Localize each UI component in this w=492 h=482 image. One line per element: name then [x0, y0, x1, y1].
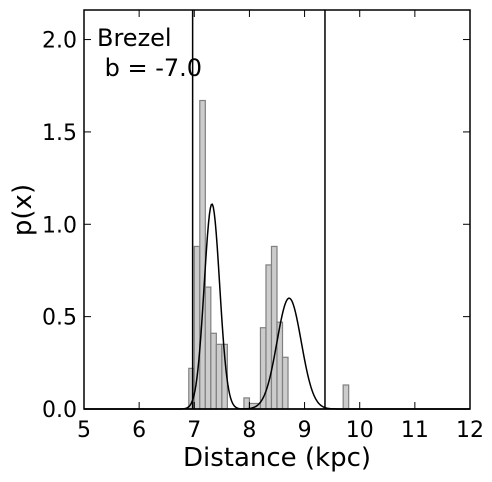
histogram-bar-2 [199, 99, 206, 410]
x-axis-label: Distance (kpc) [183, 443, 371, 473]
plot-frame [83, 9, 471, 410]
x-tick-label-7: 12 [456, 418, 484, 443]
y-tick-label-3: 1.5 [42, 121, 77, 146]
histogram-bar-4 [210, 332, 217, 410]
histogram-bar-15 [342, 384, 350, 410]
histogram-bar-14 [281, 356, 289, 410]
x-axis-ticks: 5 6 7 8 9 10 11 12 [77, 10, 484, 443]
x-tick-label-4: 9 [298, 418, 312, 443]
histogram-bar-12 [270, 245, 278, 410]
y-tick-label-0: 0.0 [42, 398, 77, 423]
y-axis-label: p(x) [8, 184, 38, 236]
x-tick-label-2: 7 [187, 418, 201, 443]
x-tick-label-3: 8 [242, 418, 256, 443]
histogram-bar-1 [193, 245, 201, 410]
y-tick-label-1: 0.5 [42, 306, 77, 331]
x-tick-label-6: 11 [401, 418, 429, 443]
histogram-bar-8 [243, 397, 251, 410]
x-tick-label-0: 5 [77, 418, 91, 443]
y-tick-label-2: 1.0 [42, 213, 77, 238]
annotation-line-2: b = -7.0 [97, 54, 202, 82]
vertical-lines [191, 10, 326, 409]
histogram-bar-3 [204, 286, 212, 410]
x-tick-label-1: 6 [132, 418, 146, 443]
annotation-line-1: Brezel [97, 24, 172, 52]
histogram-bar-5 [215, 343, 223, 410]
x-tick-label-5: 10 [346, 418, 374, 443]
y-axis-ticks: 0.0 0.5 1.0 1.5 2.0 [42, 29, 470, 423]
y-tick-label-4: 2.0 [42, 29, 77, 54]
